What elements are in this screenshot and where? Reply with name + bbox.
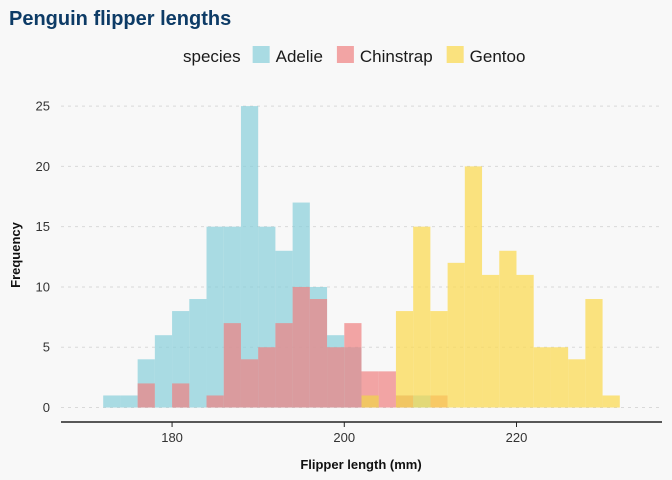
histogram-bar (430, 311, 448, 408)
legend-swatch-gentoo (446, 46, 464, 63)
legend-swatch-chinstrap (336, 46, 354, 63)
chart-title: Penguin flipper lengths (9, 8, 231, 30)
y-tick-label: 5 (43, 340, 50, 355)
histogram-bar (464, 166, 483, 408)
histogram-bar (206, 226, 224, 408)
axes: 0 5 10 15 20 25 180 200 220 (36, 99, 662, 445)
y-tick-label: 10 (36, 279, 50, 294)
legend-label-gentoo: Gentoo (470, 47, 526, 66)
histogram-bar (258, 347, 276, 408)
x-tick-label: 180 (161, 430, 183, 445)
y-tick-label: 0 (43, 400, 50, 415)
y-tick-label: 20 (36, 159, 50, 174)
y-axis-label: Frequency (8, 221, 23, 288)
histogram-bar (327, 347, 345, 408)
histogram-bar (309, 299, 328, 408)
y-tick-label: 25 (36, 99, 50, 114)
histogram-bar (206, 395, 224, 408)
histogram-bar (361, 395, 379, 408)
histogram-bar (172, 383, 190, 408)
histogram-bar (240, 359, 259, 408)
series-chinstrap (137, 286, 448, 408)
histogram-bar (223, 323, 241, 408)
x-tick-label: 220 (506, 430, 528, 445)
histogram-bar (447, 262, 465, 408)
x-tick-label: 200 (333, 430, 355, 445)
histogram-bar (189, 299, 207, 408)
y-tick-label: 15 (36, 219, 50, 234)
histogram-bar (533, 347, 551, 408)
histogram-bar (154, 335, 173, 408)
legend-label-adelie: Adelie (276, 47, 323, 66)
histogram-bar (585, 299, 603, 408)
histogram-bar (120, 395, 138, 408)
histogram-bars (103, 106, 620, 408)
histogram-bar (137, 383, 155, 408)
legend-label-chinstrap: Chinstrap (360, 47, 433, 66)
histogram-bar (378, 371, 396, 408)
series-gentoo (361, 166, 620, 408)
histogram-bar (395, 311, 414, 408)
x-axis-label: Flipper length (mm) (300, 457, 421, 472)
histogram-bar (413, 226, 431, 408)
histogram-bar (344, 323, 362, 408)
histogram-bar (568, 359, 586, 408)
histogram-bar (602, 395, 620, 408)
legend-title: species (183, 47, 241, 66)
legend: species Adelie Chinstrap Gentoo (183, 46, 525, 66)
histogram-bar (516, 274, 534, 408)
histogram-bar (550, 347, 569, 408)
histogram-bar (240, 106, 259, 408)
histogram-bar (103, 395, 121, 408)
histogram-bar (275, 323, 293, 408)
legend-swatch-adelie (252, 46, 270, 63)
histogram-bar (499, 250, 517, 408)
histogram-bar (482, 274, 500, 408)
histogram-bar (292, 286, 310, 408)
